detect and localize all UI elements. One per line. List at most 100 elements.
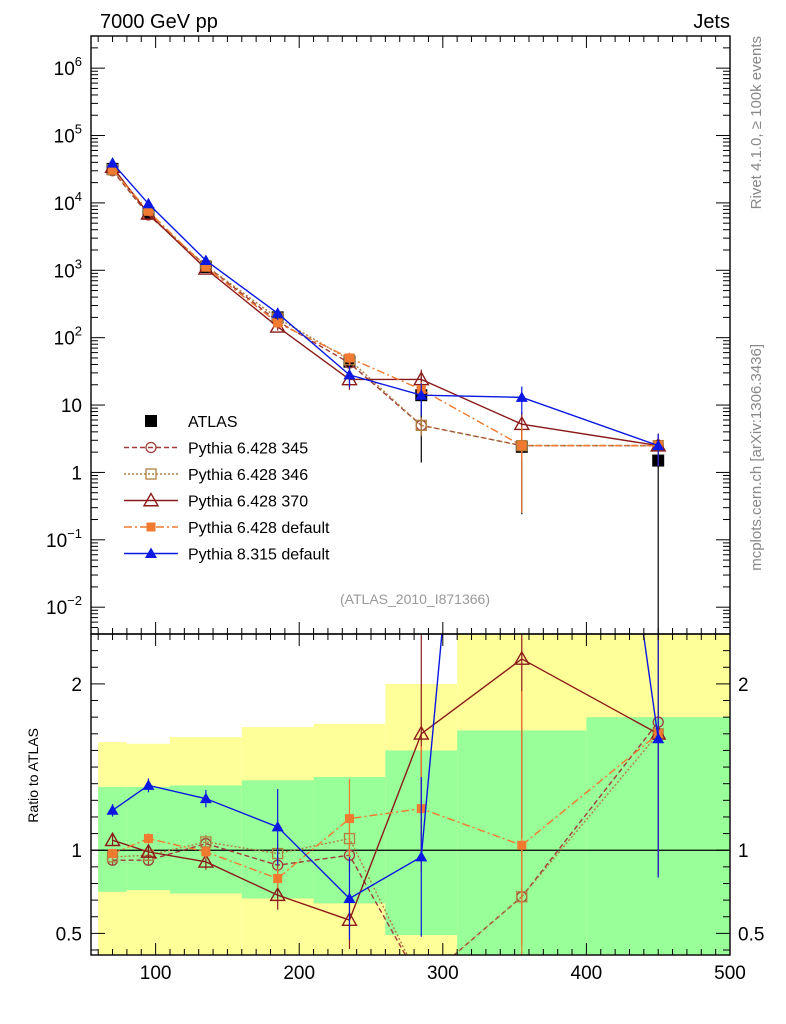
ratio-point-p8def-1 (142, 779, 155, 790)
main-point-p8def-2 (199, 254, 212, 265)
main-line-p346 (111, 169, 659, 447)
main-line-p8def (112, 162, 659, 447)
x-tick-label-200: 200 (283, 963, 315, 984)
ratio-point-p6def-1 (143, 834, 153, 844)
ratio-point-p370-2 (197, 853, 215, 868)
x-tick-label-100: 100 (140, 963, 172, 984)
main-point-p8def-4 (343, 368, 356, 380)
main-line-p6def (112, 169, 659, 447)
main-point-p8def-5 (415, 389, 428, 400)
ratio-point-p370-3 (269, 886, 286, 902)
main-ytick-label-base-1: 10 (46, 531, 67, 552)
main-panel-series (104, 157, 667, 634)
header-left-title: 7000 GeV pp (100, 11, 218, 33)
main-ytick-label-base-5: 10 (54, 261, 75, 282)
main-line-p370 (111, 166, 659, 447)
main-point-p346-5 (415, 419, 427, 431)
main-series-p8def (106, 157, 665, 466)
x-tick-label-400: 400 (571, 963, 603, 984)
legend-marker-p370 (142, 492, 160, 507)
ratio-line-p370 (112, 658, 659, 921)
ratio-point-p6def-4 (344, 814, 354, 824)
ratio-point-p8def-3 (271, 820, 284, 832)
ratio-ytick-label-right-1: 1 (738, 841, 749, 862)
legend-marker-p345 (145, 441, 157, 454)
ratio-ytick-label-right-2: 2 (738, 675, 749, 696)
analysis-label: (ATLAS_2010_I871366) (340, 591, 490, 607)
main-point-p6def-3 (273, 318, 283, 328)
ratio-ylabel: Ratio to ATLAS (25, 728, 41, 823)
ratio-ytick-label-left-2: 2 (71, 675, 82, 696)
legend-label-p346: Pythia 6.428 346 (188, 467, 308, 484)
main-ytick-label-base-4: 10 (54, 329, 75, 350)
main-ytick-label-exp-4: 2 (75, 324, 82, 339)
main-ytick-label-8: 106 (54, 54, 82, 80)
main-ytick-label-base-6: 10 (54, 194, 75, 215)
ratio-clip-group (104, 634, 667, 955)
ratio-panel-series (104, 634, 667, 955)
ratio-point-p6def-0 (108, 849, 118, 859)
rivet-label: Rivet 4.1.0, ≥ 100k events (748, 36, 765, 209)
main-ytick-label-exp-0: −2 (67, 593, 82, 608)
legend-label-p8def: Pythia 8.315 default (188, 547, 330, 564)
legend-marker-p8def (145, 547, 157, 558)
ratio-point-p370-6 (513, 650, 530, 665)
legend-entry-p345: Pythia 6.428 345 (124, 441, 308, 458)
ratio-line-p8def (112, 634, 659, 900)
main-frame (90, 35, 731, 635)
legend-label-atlas: ATLAS (188, 414, 238, 431)
legend-marker-atlas (145, 415, 157, 427)
main-ytick-label-exp-1: −1 (67, 526, 82, 541)
ratio-point-p8def-2 (199, 792, 212, 804)
main-ytick-label-4: 102 (54, 324, 82, 350)
main-point-p6def-6 (517, 441, 527, 451)
legend-label-p370: Pythia 6.428 370 (188, 494, 308, 511)
main-ytick-label-base-7: 10 (54, 127, 75, 148)
ratio-series-p8def (106, 634, 665, 940)
main-ytick-label-base-0: 10 (46, 598, 67, 619)
ratio-frame (90, 633, 731, 956)
legend: ATLAS Pythia 6.428 345 Pythia 6.428 346 Pyt… (124, 414, 330, 564)
main-point-p8def-7 (652, 439, 665, 451)
ratio-point-p8def-7 (652, 732, 665, 744)
main-point-p6def-1 (143, 206, 153, 216)
main-point-p8def-6 (515, 391, 528, 402)
main-ytick-label-2: 1 (71, 463, 82, 484)
main-point-p6def-4 (344, 353, 354, 363)
main-point-p6def-2 (201, 262, 211, 272)
axes: 100 200 300 400 50010−210−111010210310410510… (46, 35, 764, 984)
ratio-point-p6def-6 (517, 840, 527, 850)
main-ytick-label-base-2: 1 (71, 463, 82, 484)
main-line-p345 (111, 170, 659, 447)
ratio-ytick-label-right-0: 0.5 (738, 924, 764, 945)
main-ytick-label-base-8: 10 (54, 59, 75, 80)
ratio-point-p8def-0 (106, 804, 119, 815)
legend-entry-p8def: Pythia 8.315 default (124, 547, 330, 564)
mcplots-label: mcplots.cern.ch [arXiv:1306.3436] (748, 344, 765, 571)
main-point-p8def-0 (106, 157, 119, 168)
x-tick-label-500: 500 (714, 963, 746, 984)
ratio-line-p6def (112, 733, 659, 880)
ratio-point-p370-1 (140, 843, 157, 858)
legend-label-p6def: Pythia 6.428 default (188, 520, 330, 537)
main-ytick-label-5: 103 (54, 256, 82, 282)
legend-entry-p346: Pythia 6.428 346 (124, 467, 308, 484)
main-ytick-label-exp-7: 5 (75, 122, 82, 137)
main-ytick-label-7: 105 (54, 122, 82, 148)
legend-marker-p346 (145, 468, 157, 480)
ratio-point-p370-0 (104, 831, 121, 847)
legend-marker-p6def (146, 522, 156, 532)
main-point-p6def-0 (108, 165, 118, 175)
header-right-title: Jets (693, 11, 730, 33)
ratio-point-p6def-2 (201, 847, 211, 857)
main-ytick-label-3: 10 (61, 396, 82, 417)
ratio-point-p6def-3 (273, 873, 283, 883)
x-tick-label-300: 300 (427, 963, 459, 984)
main-ytick-label-base-3: 10 (61, 396, 82, 417)
ratio-point-p370-5 (413, 725, 430, 740)
ratio-point-p8def-4 (343, 892, 356, 903)
ratio-point-p8def-5 (415, 850, 428, 862)
ratio-ytick-label-left-0: 0.5 (56, 924, 82, 945)
main-ytick-label-exp-8: 6 (75, 54, 82, 69)
